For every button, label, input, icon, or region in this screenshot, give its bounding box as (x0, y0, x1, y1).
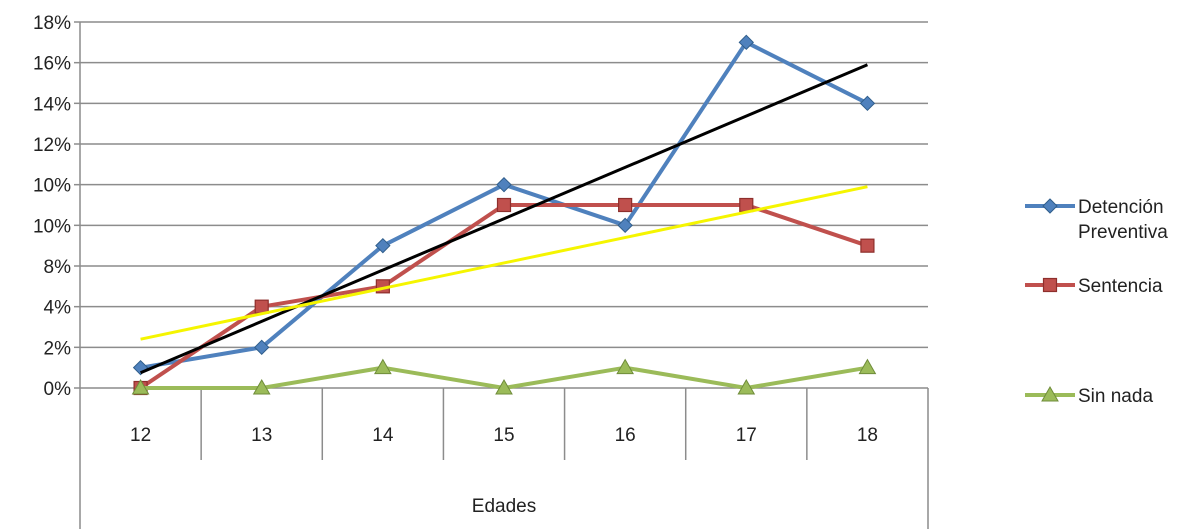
data-point-sinnada (131, 378, 150, 395)
data-point-sinnada (616, 358, 635, 375)
legend-item-sinnada: Sin nada (1025, 385, 1153, 407)
legend-marker (1042, 277, 1058, 293)
legend-label: Preventiva (1078, 222, 1168, 243)
x-axis-ticks: 12 13 14 15 16 17 18 (130, 425, 878, 446)
data-point-detencion (738, 34, 754, 51)
data-point-sinnada (495, 378, 513, 395)
y-tick-label: 10% (33, 176, 71, 197)
y-tick-label: 4% (44, 298, 72, 319)
y-tick-label: 14% (33, 94, 71, 115)
trendline-layer (139, 63, 869, 375)
series-layer (131, 34, 877, 396)
legend-item-sentencia: Sentencia (1025, 276, 1163, 297)
x-tick-label: 13 (251, 425, 272, 446)
data-point-detencion (375, 237, 391, 254)
trend-detencion (139, 63, 869, 375)
data-point-detencion (254, 339, 270, 356)
data-point-detencion (496, 176, 512, 193)
data-point-detencion (859, 95, 876, 112)
data-point-sinnada (737, 378, 756, 395)
legend-label: Sin nada (1078, 386, 1153, 407)
y-tick-label: 10% (33, 216, 71, 237)
y-tick-label: 12% (33, 135, 71, 156)
data-point-sentencia (496, 197, 512, 213)
data-point-detencion (617, 217, 633, 234)
data-point-sentencia (739, 197, 754, 213)
axis-frame (79, 22, 929, 529)
legend-label: Sentencia (1078, 276, 1163, 297)
series-sinnada (131, 358, 877, 395)
data-point-sinnada (252, 378, 271, 395)
x-axis-title: Edades (472, 496, 536, 517)
y-tick-label: 2% (44, 338, 72, 359)
x-tick-label: 15 (493, 425, 514, 446)
y-tick-label: 8% (44, 257, 72, 278)
y-tick-label: 18% (33, 13, 71, 34)
series-sentencia (133, 197, 875, 396)
x-tick-label: 14 (372, 425, 394, 446)
x-tick-label: 17 (736, 425, 757, 446)
legend: Detención Preventiva Sentencia Sin nada (1025, 197, 1168, 407)
x-tick-label: 18 (857, 425, 878, 446)
y-tick-label: 16% (33, 54, 71, 75)
series-line-sentencia (139, 203, 869, 390)
grid-layer (74, 21, 928, 389)
data-point-sentencia (860, 238, 875, 253)
data-point-sinnada (858, 358, 877, 375)
data-point-sentencia (254, 299, 269, 314)
data-point-sinnada (373, 358, 392, 375)
trend-sentencia (140, 185, 868, 341)
y-tick-label: 0% (44, 379, 72, 400)
legend-marker (1041, 385, 1059, 402)
legend-marker (1042, 198, 1058, 214)
legend-item-detencion: Detención Preventiva (1025, 197, 1168, 243)
x-tick-label: 16 (615, 425, 636, 446)
legend-label: Detención (1078, 197, 1164, 218)
y-axis-ticks: 0% 2% 4% 8% 10% 10% 12% 14% 16% 18% (33, 13, 71, 400)
data-point-sentencia (618, 197, 633, 213)
x-tick-label: 12 (130, 425, 151, 446)
